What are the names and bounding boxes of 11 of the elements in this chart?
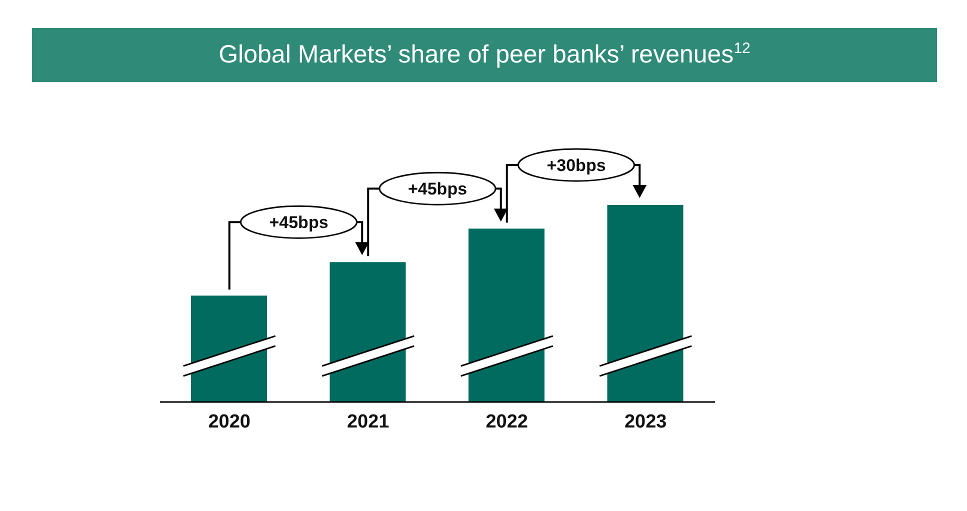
annotation: +45bps <box>269 213 328 232</box>
bar <box>330 262 406 402</box>
chart-title: Global Markets’ share of peer banks’ revenues$^{12}$ <box>218 40 750 69</box>
x-tick-label: 2021 <box>346 411 390 432</box>
x-tick-label: 2022 <box>486 411 528 432</box>
text: +45bps <box>408 180 468 199</box>
text: +30bps <box>546 156 606 175</box>
bar <box>468 228 544 402</box>
bar <box>607 205 684 402</box>
x-tick-label: 2023 <box>624 411 667 432</box>
x-tick-label: 2020 <box>208 411 251 432</box>
